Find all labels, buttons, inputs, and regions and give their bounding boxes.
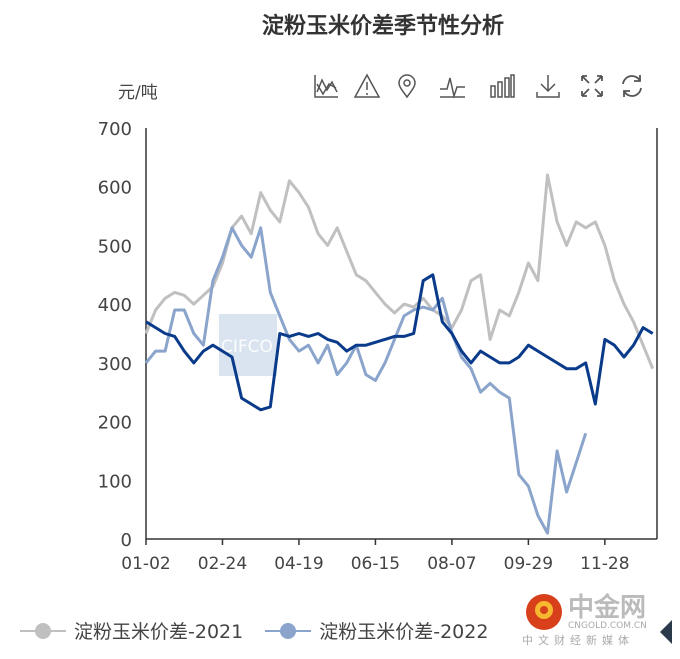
y-tick-label: 400 [98,295,132,316]
legend-marker-2022 [265,622,312,639]
y-tick-label: 100 [98,471,132,492]
logo-name: 中金网 [568,592,646,623]
legend-item-2021[interactable]: 淀粉玉米价差-2021 [20,617,243,644]
x-tick-label: 11-28 [580,554,629,574]
refresh-icon[interactable] [618,72,646,100]
chart-title: 淀粉玉米价差季节性分析 [261,14,504,39]
legend-label-2021: 淀粉玉米价差-2021 [74,621,244,643]
plot-area: CIFCO 中国国际期货 0 100 200 300 400 500 600 700 01-02… [98,119,658,574]
watermark: CIFCO 中国国际期货 [219,314,380,376]
logo-slogan: 中文财经新媒体 [522,633,634,647]
x-tick-label: 02-24 [198,554,247,574]
y-tick-label: 200 [98,413,132,434]
series-line-3 [145,273,654,412]
y-axis-unit: 元/吨 [118,83,158,103]
bar-chart-icon[interactable] [488,72,516,100]
y-tick-label: 0 [121,530,132,551]
pulse-icon[interactable] [438,72,466,100]
y-tick-label: 700 [98,119,132,140]
x-tick-label: 08-07 [427,554,476,574]
line-chart-icon[interactable] [312,72,340,100]
y-tick-label: 500 [98,236,132,257]
cngold-logo: 中金网 CNGOLD.COM.CN 中文财经新媒体 [522,590,672,650]
watermark-text: CIFCO 中国国际期货 [221,337,380,357]
x-tick-label: 09-29 [504,554,553,574]
warning-icon[interactable] [353,72,381,100]
y-tick-label: 300 [98,354,132,375]
x-tick-label: 01-02 [121,554,170,574]
series-line-2 [144,226,588,535]
legend-item-2022[interactable]: 淀粉玉米价差-2022 [265,617,488,644]
legend: 淀粉玉米价差-2021 淀粉玉米价差-2022 [20,617,488,644]
x-tick-label: 06-15 [351,554,400,574]
download-icon[interactable] [534,72,562,100]
x-tick-label: 04-19 [274,554,323,574]
fullscreen-icon[interactable] [578,72,606,100]
y-tick-label: 600 [98,178,132,199]
legend-marker-2021 [20,622,66,639]
legend-label-2022: 淀粉玉米价差-2022 [319,621,489,643]
location-pin-icon[interactable] [393,72,421,100]
watermark-box [219,314,277,376]
logo-domain: CNGOLD.COM.CN [568,621,647,631]
